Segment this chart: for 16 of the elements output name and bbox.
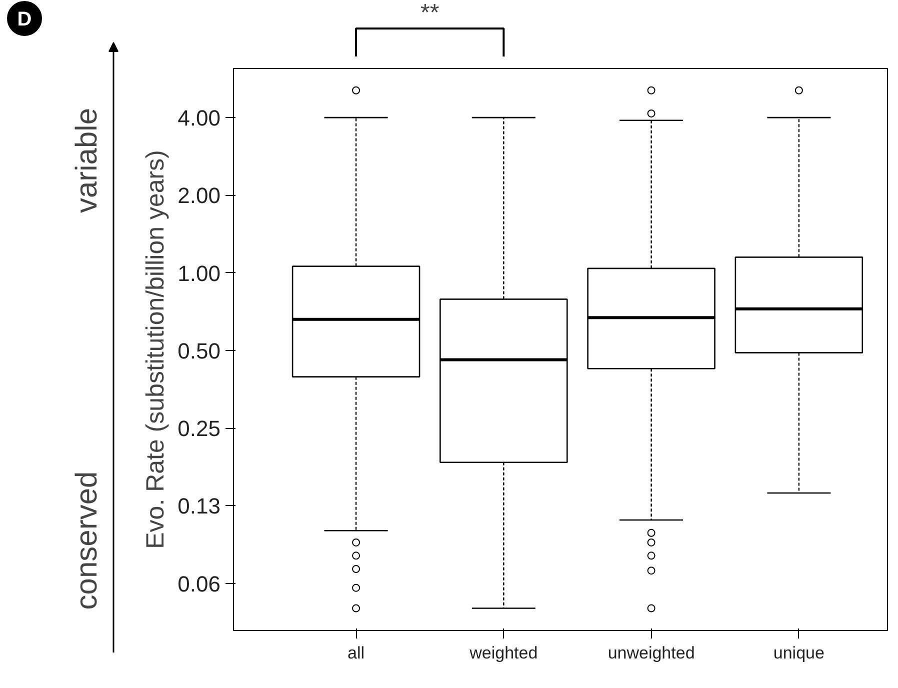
y-tick-label: 4.00 [178, 106, 221, 131]
text: ** [420, 0, 440, 26]
x-tick-label: all [348, 644, 365, 662]
y-axis-title: Evo. Rate (substitution/billion years) [142, 150, 170, 549]
y-tick-label: 1.00 [178, 260, 221, 286]
x-tick-label: unique [773, 644, 824, 662]
y-tick-label: 0.25 [178, 416, 221, 442]
text: D [17, 8, 32, 30]
text: conserved [70, 471, 104, 610]
x-tick-label: unweighted [608, 644, 695, 662]
y-tick-label: 0.13 [178, 494, 221, 519]
y-tick-label: 0.06 [178, 571, 221, 596]
text: variable [70, 108, 104, 214]
x-tick-label: weighted [468, 644, 538, 662]
y-tick-label: 0.50 [178, 338, 221, 364]
y-tick-label: 2.00 [178, 183, 221, 208]
